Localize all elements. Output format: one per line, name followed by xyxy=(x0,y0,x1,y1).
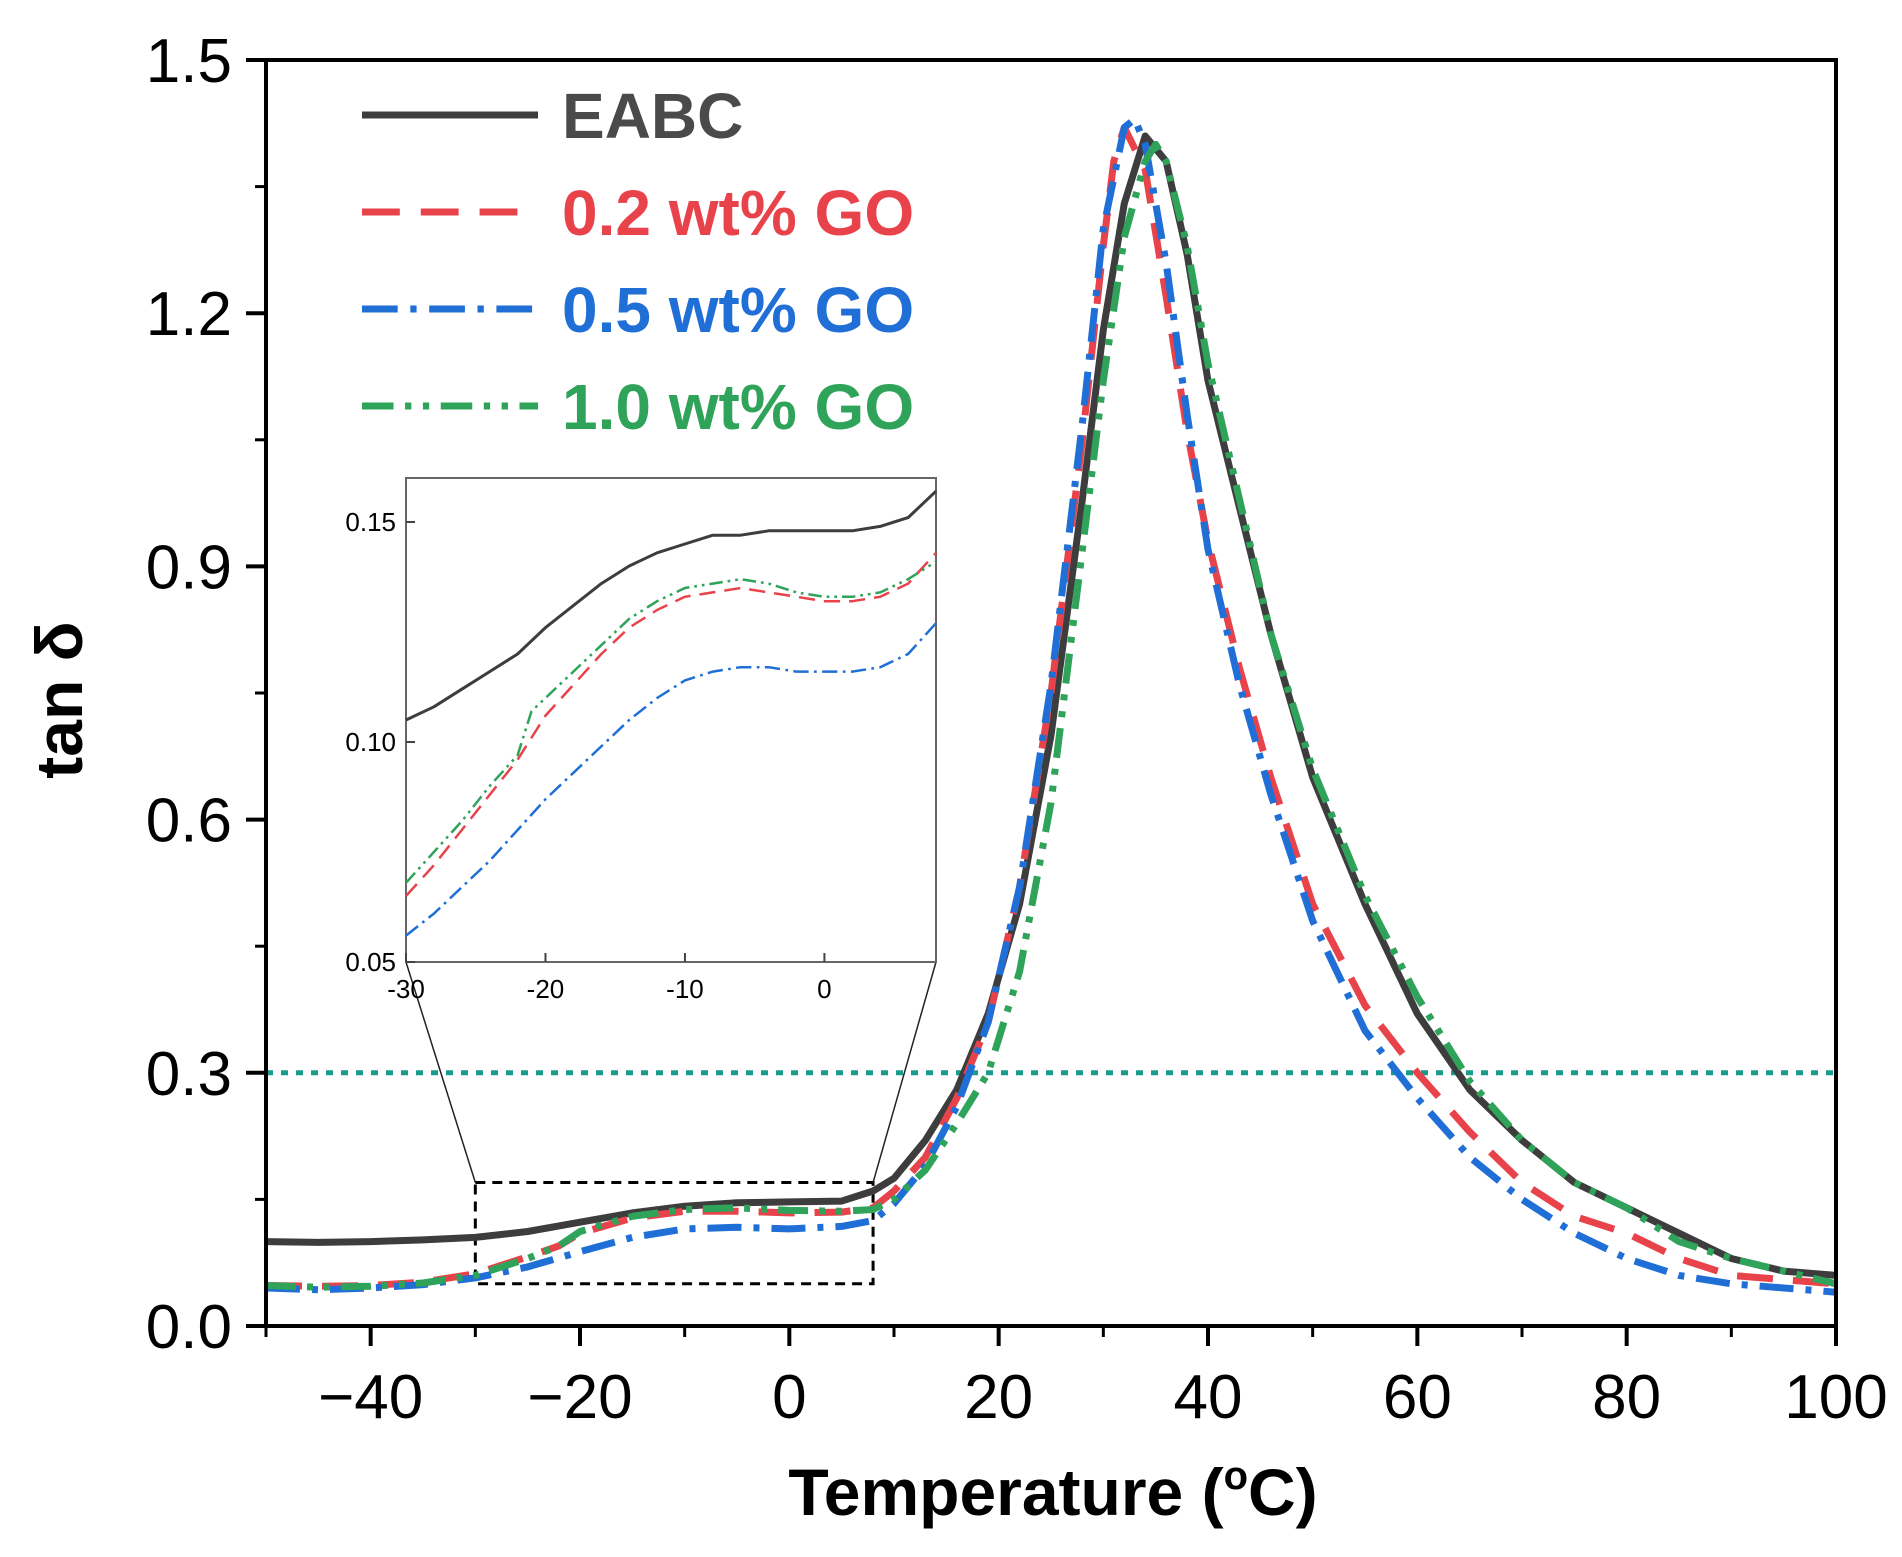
inset-series-line-0 xyxy=(405,490,938,722)
y-tick-label: 0.0 xyxy=(146,1293,232,1362)
x-tick-label: 20 xyxy=(964,1363,1033,1432)
zoom-box-group xyxy=(473,1181,875,1286)
x-axis-title-main: Temperature ( xyxy=(788,1455,1223,1529)
x-tick-label: 40 xyxy=(1174,1363,1243,1432)
y-tick-label: 0.9 xyxy=(146,533,232,602)
x-tick-label: 60 xyxy=(1383,1363,1452,1432)
legend-label-0.5: 0.5 wt% GO xyxy=(562,274,914,346)
inset-plot: -30 -20 -10 0 0.05 0.10 0.15 xyxy=(345,477,938,1183)
connector-left xyxy=(405,961,477,1183)
y-tick-label: 0.3 xyxy=(146,1040,232,1109)
x-tick-label: 80 xyxy=(1592,1363,1661,1432)
y-tick-label: 0.6 xyxy=(146,787,232,856)
x-axis-title-sup: o xyxy=(1224,1454,1248,1498)
x-tick-label: −20 xyxy=(527,1363,632,1432)
x-tick-label: −40 xyxy=(318,1363,423,1432)
inset-x-tick-label: -20 xyxy=(527,974,565,1004)
x-tick-label: 100 xyxy=(1784,1363,1887,1432)
series-line-2 xyxy=(265,115,1837,1296)
x-axis-title: Temperature (oC) xyxy=(788,1454,1317,1529)
inset-y-tick-label: 0.05 xyxy=(345,947,396,977)
y-tick-label: 1.2 xyxy=(146,280,232,349)
inset-y-tick-label: 0.10 xyxy=(345,727,396,757)
connector-right xyxy=(872,961,937,1183)
zoom-box xyxy=(473,1181,875,1286)
legend-label-1.0: 1.0 wt% GO xyxy=(562,371,914,443)
series-line-3 xyxy=(265,140,1837,1291)
x-tick-label: 0 xyxy=(772,1363,806,1432)
legend-label-eabc: EABC xyxy=(562,80,743,152)
inset-x-tick-label: -10 xyxy=(666,974,704,1004)
inset-series-line-3 xyxy=(405,560,937,884)
inset-x-tick-label: 0 xyxy=(817,974,831,1004)
inset-y-tick-label: 0.15 xyxy=(345,507,396,537)
inset-series-line-1 xyxy=(405,551,937,897)
y-axis-title: tan δ xyxy=(22,621,96,778)
legend-label-0.2: 0.2 wt% GO xyxy=(562,177,914,249)
series-group xyxy=(265,115,1837,1296)
inset-x-tick-label: -30 xyxy=(387,974,425,1004)
y-tick-label: 1.5 xyxy=(146,27,232,96)
legend: EABC 0.2 wt% GO 0.5 wt% GO 1.0 wt% GO xyxy=(362,80,914,443)
x-axis-title-suffix: C) xyxy=(1248,1455,1318,1529)
inset-series-line-2 xyxy=(405,622,937,937)
y-ticks: 0.0 0.3 0.6 0.9 1.2 1.5 xyxy=(146,27,266,1362)
inset-frame xyxy=(405,477,937,963)
x-ticks: −40 −20 0 20 40 60 80 100 xyxy=(264,1326,1888,1432)
